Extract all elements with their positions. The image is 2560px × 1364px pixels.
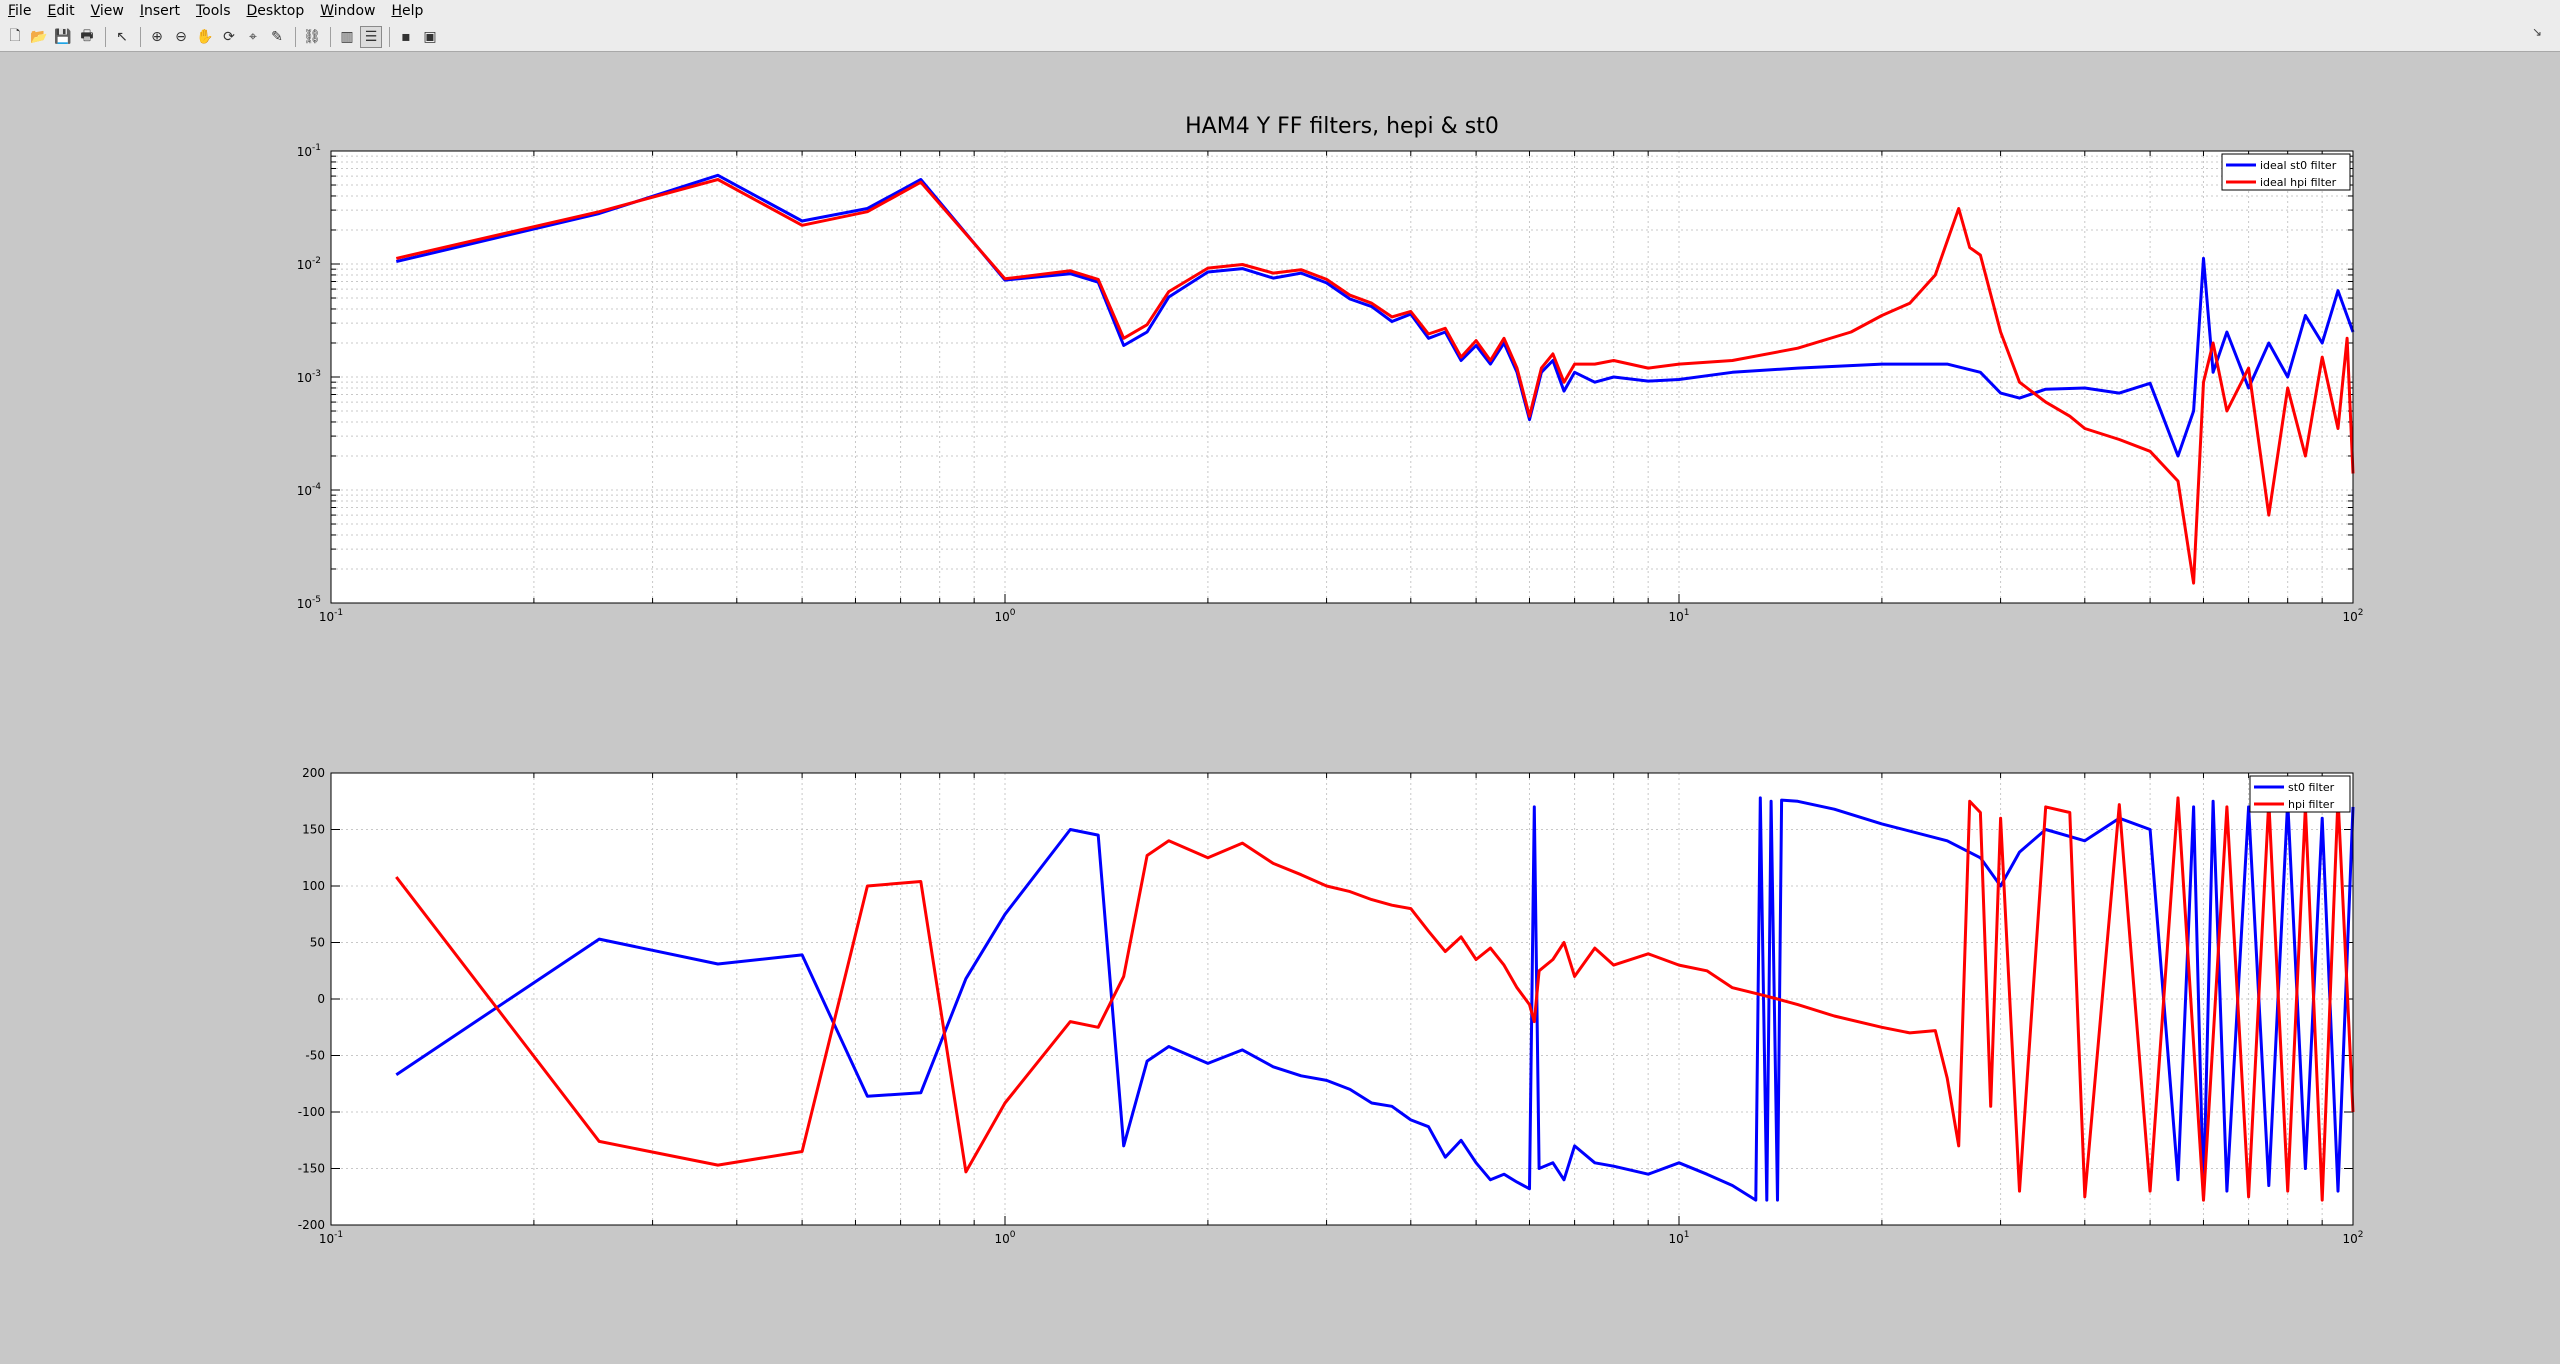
legend-label: ideal hpi filter (2260, 176, 2337, 189)
y-tick-label: 150 (302, 823, 325, 837)
y-tick-label: 100 (302, 879, 325, 893)
x-tick-label: 101 (1668, 608, 1689, 624)
axes-border (330, 150, 2354, 604)
legend: st0 filter hpi filter (2249, 775, 2351, 813)
x-tick-label: 102 (2342, 608, 2363, 624)
axes-1: 10-1 100 101 102 10-5 10-4 10-3 10-2 10-1 HAM4 Y … (297, 114, 2364, 624)
save-icon[interactable]: 💾 (54, 28, 72, 45)
brush-icon[interactable]: ✎ (271, 28, 283, 45)
series-line-ideal-st0-filter (395, 173, 2355, 458)
x-tick-label: 100 (994, 608, 1015, 624)
x-tick-label: 102 (2342, 1230, 2363, 1246)
menu-file[interactable]: File (8, 3, 32, 19)
menu-desktop[interactable]: Desktop (246, 3, 305, 19)
y-tick-label: 10-4 (297, 482, 322, 498)
data-cursor-icon[interactable]: ⌖ (249, 28, 257, 45)
axes-2: 10-1 100 101 102 -200 -150 -100 -50 0 50 100 150 200… (298, 766, 2364, 1246)
new-figure-icon[interactable]: 🗋 (9, 27, 21, 44)
y-tick-label: -100 (298, 1105, 325, 1119)
legend-icon[interactable]: ☰ (360, 25, 382, 48)
open-file-icon[interactable]: 📂 (30, 28, 48, 45)
plot-title: HAM4 Y FF filters, hepi & st0 (1185, 114, 1499, 139)
x-tick-label: 10-1 (319, 1230, 343, 1246)
hide-plot-tools-icon[interactable]: ▪ (401, 28, 411, 45)
show-plot-tools-icon[interactable]: ▣ (423, 28, 437, 45)
toolbar-separator (295, 26, 296, 47)
zoom-in-icon[interactable]: ⊕ (151, 28, 163, 45)
y-tick-label: -50 (305, 1049, 325, 1063)
y-tick-label: 50 (310, 936, 325, 950)
toolbar-separator (140, 26, 141, 47)
y-tick-label: 10-1 (297, 143, 321, 159)
series-line-ideal-hpi-filter (395, 178, 2355, 585)
legend-label: ideal st0 filter (2260, 159, 2337, 172)
link-plot-icon[interactable]: ⛓ (303, 28, 321, 45)
rotate-3d-icon[interactable]: ⟳ (223, 28, 235, 45)
series-line-hpi-filter (395, 796, 2355, 1202)
y-tick-label: 200 (302, 766, 325, 780)
menu-bar: File Edit View Insert Tools Desktop Window Help (0, 0, 2560, 23)
toolbar: 🗋 📂 💾 🖶 ↖ ⊕ ⊖ ✋ ⟳ ⌖ ✎ ⛓ ▥ ☰ ▪ ▣ (0, 22, 2560, 52)
dock-figure-icon[interactable]: ↘ (2531, 25, 2543, 39)
y-tick-label: -200 (298, 1218, 325, 1232)
toolbar-separator (105, 26, 106, 47)
menu-view[interactable]: View (90, 3, 124, 19)
toolbar-separator (330, 26, 331, 47)
y-tick-label: 10-2 (297, 256, 321, 272)
y-tick-label: 0 (317, 992, 325, 1006)
x-tick-label: 100 (994, 1230, 1015, 1246)
menu-tools[interactable]: Tools (195, 3, 231, 19)
pan-hand-icon[interactable]: ✋ (196, 28, 214, 45)
y-tick-label: -150 (298, 1162, 325, 1176)
x-tick-label: 10-1 (319, 608, 343, 624)
menu-help[interactable]: Help (391, 3, 424, 19)
zoom-out-icon[interactable]: ⊖ (175, 28, 187, 45)
figure-canvas: 10-1 100 101 102 10-5 10-4 10-3 10-2 10-1 HAM4 Y … (297, 114, 2364, 1246)
y-tick-label: 10-3 (297, 369, 321, 385)
select-arrow-icon[interactable]: ↖ (116, 28, 128, 45)
axes-border (330, 772, 2354, 1226)
colorbar-icon[interactable]: ▥ (340, 28, 354, 45)
y-tick-label: 10-5 (297, 595, 321, 611)
x-tick-label: 101 (1668, 1230, 1689, 1246)
toolbar-separator (389, 26, 390, 47)
legend-label: hpi filter (2288, 798, 2335, 811)
print-icon[interactable]: 🖶 (80, 27, 94, 44)
legend-box (2249, 775, 2351, 813)
menu-window[interactable]: Window (320, 3, 376, 19)
legend: ideal st0 filter ideal hpi filter (2221, 153, 2351, 191)
legend-box (2221, 153, 2351, 191)
legend-label: st0 filter (2288, 781, 2335, 794)
menu-insert[interactable]: Insert (139, 3, 180, 19)
menu-edit[interactable]: Edit (47, 3, 75, 19)
